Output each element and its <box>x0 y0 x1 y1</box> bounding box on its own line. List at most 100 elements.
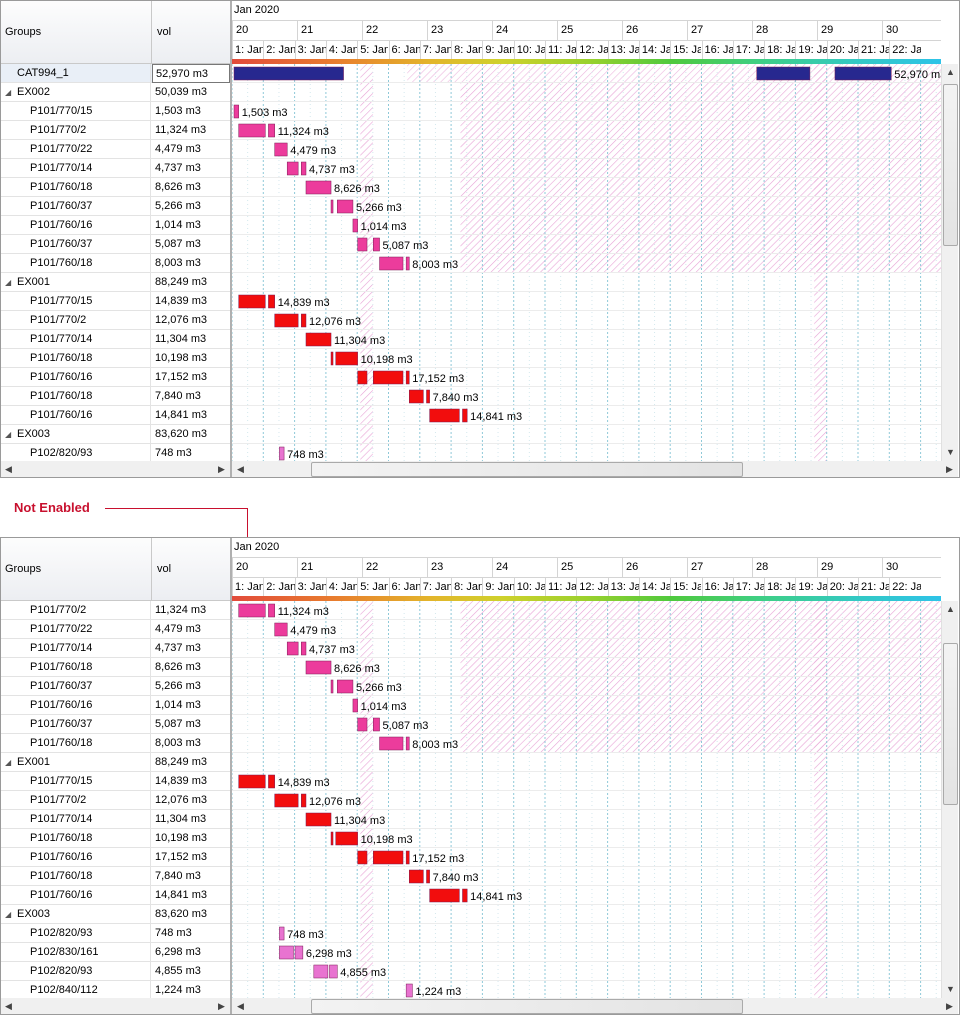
scroll-up-icon[interactable]: ▲ <box>946 604 955 614</box>
task-row[interactable]: P101/770/14 4,737 m3 <box>0 639 230 658</box>
scroll-right-icon[interactable]: ▶ <box>946 1001 953 1011</box>
timeline-header: Jan 2020 202122232425262728293031 1: Jan… <box>232 0 941 64</box>
task-row[interactable]: P101/760/18 7,840 m3 <box>0 387 230 406</box>
task-row[interactable]: P102/830/161 6,298 m3 <box>0 943 230 962</box>
group-cell: P101/770/2 <box>0 311 151 329</box>
task-row[interactable]: P101/760/18 10,198 m3 <box>0 349 230 368</box>
task-row[interactable]: P101/760/18 7,840 m3 <box>0 867 230 886</box>
task-row[interactable]: P101/760/18 8,003 m3 <box>0 254 230 273</box>
vertical-scroll-thumb[interactable] <box>943 84 958 246</box>
splitter[interactable] <box>230 537 232 1015</box>
task-bar <box>337 199 354 214</box>
task-row[interactable]: P102/820/93 748 m3 <box>0 924 230 943</box>
day-label: 18: Ja <box>764 578 795 596</box>
task-row[interactable]: P101/760/37 5,266 m3 <box>0 677 230 696</box>
groups-column-header[interactable]: Groups <box>0 537 152 601</box>
task-row[interactable]: P101/760/37 5,266 m3 <box>0 197 230 216</box>
task-row[interactable]: P101/770/22 4,479 m3 <box>0 620 230 639</box>
horizontal-scrollbar-chart[interactable]: ◀ ▶ <box>232 461 958 478</box>
task-row[interactable]: P101/770/14 11,304 m3 <box>0 810 230 829</box>
task-row[interactable]: P101/760/16 1,014 m3 <box>0 216 230 235</box>
day-label: 4: Jan <box>325 578 357 596</box>
group-label: P101/760/16 <box>30 219 93 231</box>
bar-volume-label: 748 m3 <box>287 929 324 941</box>
vertical-scroll-thumb[interactable] <box>943 643 958 805</box>
task-row[interactable]: P101/770/2 11,324 m3 <box>0 121 230 140</box>
task-row[interactable]: P102/820/93 748 m3 <box>0 444 230 461</box>
vol-column-header[interactable]: vol <box>152 537 230 601</box>
task-row[interactable]: P101/770/14 11,304 m3 <box>0 330 230 349</box>
task-bar <box>330 831 334 846</box>
group-row[interactable]: ◢ EX002 50,039 m3 <box>0 83 230 102</box>
task-row[interactable]: P101/770/15 1,503 m3 <box>0 102 230 121</box>
task-row[interactable]: P101/760/16 17,152 m3 <box>0 848 230 867</box>
task-row[interactable]: P101/760/18 8,626 m3 <box>0 658 230 677</box>
scroll-down-icon[interactable]: ▼ <box>946 447 955 457</box>
task-row[interactable]: P101/760/16 14,841 m3 <box>0 886 230 905</box>
bar-volume-label: 5,087 m3 <box>383 240 429 252</box>
task-row[interactable]: P101/760/16 14,841 m3 <box>0 406 230 425</box>
vol-column-header[interactable]: vol <box>152 0 230 64</box>
horizontal-scroll-thumb[interactable] <box>311 462 743 477</box>
scroll-left-icon[interactable]: ◀ <box>237 464 244 474</box>
task-row[interactable]: P101/770/15 14,839 m3 <box>0 772 230 791</box>
task-row[interactable]: P101/760/37 5,087 m3 <box>0 235 230 254</box>
task-row[interactable]: P102/820/93 4,855 m3 <box>0 962 230 981</box>
scroll-up-icon[interactable]: ▲ <box>946 67 955 77</box>
gantt-chart-area[interactable]: 52,970 m3 1,503 m3 11,324 m3 4,479 m3 4,737 … <box>232 64 941 461</box>
horizontal-scrollbar-grid[interactable]: ◀ ▶ <box>0 461 230 478</box>
task-row[interactable]: P102/840/112 1,224 m3 <box>0 981 230 998</box>
gantt-chart-area[interactable]: 11,324 m3 4,479 m3 4,737 m3 8,626 m3 5,266 m… <box>232 601 941 998</box>
task-bar <box>429 888 460 903</box>
group-row[interactable]: ◢ EX001 88,249 m3 <box>0 753 230 772</box>
week-label: 29 <box>817 21 882 41</box>
scroll-right-icon[interactable]: ▶ <box>218 1001 225 1011</box>
day-label: 8: Jan <box>451 578 482 596</box>
task-row[interactable]: P101/760/37 5,087 m3 <box>0 715 230 734</box>
horizontal-scroll-thumb[interactable] <box>311 999 743 1014</box>
task-row[interactable]: P101/760/16 17,152 m3 <box>0 368 230 387</box>
bar-volume-label: 5,266 m3 <box>356 202 402 214</box>
group-label: P101/760/16 <box>30 371 93 383</box>
task-row[interactable]: P101/760/18 8,003 m3 <box>0 734 230 753</box>
collapse-icon[interactable]: ◢ <box>5 88 12 97</box>
groups-column-header[interactable]: Groups <box>0 0 152 64</box>
task-row[interactable]: P101/770/2 12,076 m3 <box>0 311 230 330</box>
task-row[interactable]: P101/760/18 8,626 m3 <box>0 178 230 197</box>
group-label: P102/840/112 <box>30 984 98 996</box>
horizontal-scrollbar-chart[interactable]: ◀ ▶ <box>232 998 958 1015</box>
group-row[interactable]: CAT994_1 52,970 m3 <box>0 64 230 83</box>
task-row[interactable]: P101/770/22 4,479 m3 <box>0 140 230 159</box>
scroll-right-icon[interactable]: ▶ <box>218 464 225 474</box>
vertical-scrollbar[interactable]: ▲ ▼ <box>941 601 958 998</box>
scroll-right-icon[interactable]: ▶ <box>946 464 953 474</box>
splitter[interactable] <box>230 0 232 478</box>
task-row[interactable]: P101/770/2 11,324 m3 <box>0 601 230 620</box>
collapse-icon[interactable]: ◢ <box>5 910 12 919</box>
task-row[interactable]: P101/770/15 14,839 m3 <box>0 292 230 311</box>
task-row[interactable]: P101/760/16 1,014 m3 <box>0 696 230 715</box>
collapse-icon[interactable]: ◢ <box>5 430 12 439</box>
scroll-down-icon[interactable]: ▼ <box>946 984 955 994</box>
scroll-left-icon[interactable]: ◀ <box>5 464 12 474</box>
bar-volume-label: 17,152 m3 <box>412 373 464 385</box>
collapse-icon[interactable]: ◢ <box>5 278 12 287</box>
task-row[interactable]: P101/770/2 12,076 m3 <box>0 791 230 810</box>
scroll-left-icon[interactable]: ◀ <box>5 1001 12 1011</box>
day-label: 7: Jan <box>419 578 451 596</box>
nonworking-hatch <box>360 601 373 998</box>
group-row[interactable]: ◢ EX003 83,620 m3 <box>0 905 230 924</box>
collapse-icon[interactable]: ◢ <box>5 758 12 767</box>
task-bar <box>405 850 410 865</box>
horizontal-scrollbar-grid[interactable]: ◀ ▶ <box>0 998 230 1015</box>
vertical-scrollbar[interactable]: ▲ ▼ <box>941 64 958 461</box>
groups-grid: P101/770/2 11,324 m3 P101/770/22 4,479 m3 P1… <box>0 601 230 998</box>
group-cell: P101/770/14 <box>0 810 151 828</box>
task-row[interactable]: P101/760/18 10,198 m3 <box>0 829 230 848</box>
task-row[interactable]: P101/770/14 4,737 m3 <box>0 159 230 178</box>
task-bar <box>429 408 460 423</box>
scroll-left-icon[interactable]: ◀ <box>237 1001 244 1011</box>
group-row[interactable]: ◢ EX001 88,249 m3 <box>0 273 230 292</box>
group-label: P102/820/93 <box>30 447 93 459</box>
group-row[interactable]: ◢ EX003 83,620 m3 <box>0 425 230 444</box>
